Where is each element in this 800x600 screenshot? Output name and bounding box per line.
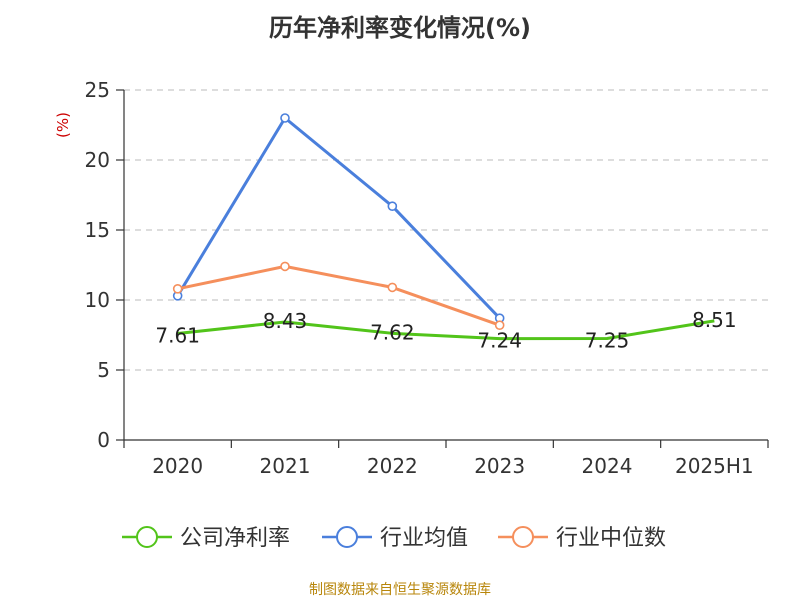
x-tick-label: 2020 <box>152 454 203 478</box>
x-tick-label: 2021 <box>260 454 311 478</box>
y-tick-label: 20 <box>85 148 110 172</box>
grid-lines <box>124 89 768 371</box>
series-line <box>177 319 715 341</box>
data-point <box>387 282 398 293</box>
chart-title: 历年净利率变化情况(%) <box>269 14 531 42</box>
legend-label: 行业中位数 <box>556 526 666 551</box>
y-tick-label: 25 <box>85 78 110 102</box>
series-line <box>176 116 501 320</box>
y-tick-label: 10 <box>85 288 110 312</box>
legend-marker <box>136 526 158 548</box>
source-note: 制图数据来自恒生聚源数据库 <box>309 582 491 598</box>
data-label: 7.25 <box>585 329 630 353</box>
series-line <box>177 264 501 327</box>
legend-label: 公司净利率 <box>180 526 290 551</box>
data-label: 8.51 <box>692 308 737 332</box>
x-tick-label: 2022 <box>367 454 418 478</box>
series-lines <box>172 113 715 341</box>
y-axis-label: (%) <box>54 112 72 138</box>
legend-label: 行业均值 <box>380 526 468 551</box>
y-tick-label: 15 <box>85 218 110 242</box>
x-tick-label: 2025H1 <box>675 454 754 478</box>
legend-marker <box>336 526 358 548</box>
data-point <box>494 320 505 331</box>
data-labels: 7.61 8.43 7.62 7.24 7.25 8.51 <box>155 308 736 353</box>
data-point <box>280 113 290 123</box>
data-label: 7.62 <box>370 320 415 344</box>
data-point <box>172 283 183 294</box>
legend-marker <box>512 526 534 548</box>
x-tick-label: 2024 <box>582 454 633 478</box>
axes: 0 5 10 15 20 25 2020 2021 2022 2023 2024 2025H1 (%) <box>54 78 769 478</box>
y-tick-label: 5 <box>97 358 110 382</box>
data-label: 8.43 <box>263 309 308 333</box>
data-label: 7.24 <box>477 329 522 353</box>
data-point <box>280 261 290 272</box>
data-label: 7.61 <box>155 323 200 347</box>
x-tick-label: 2023 <box>474 454 525 478</box>
legend: 公司净利率 行业均值 行业中位数 <box>122 526 666 551</box>
data-point <box>387 201 398 211</box>
y-tick-label: 0 <box>97 428 110 452</box>
